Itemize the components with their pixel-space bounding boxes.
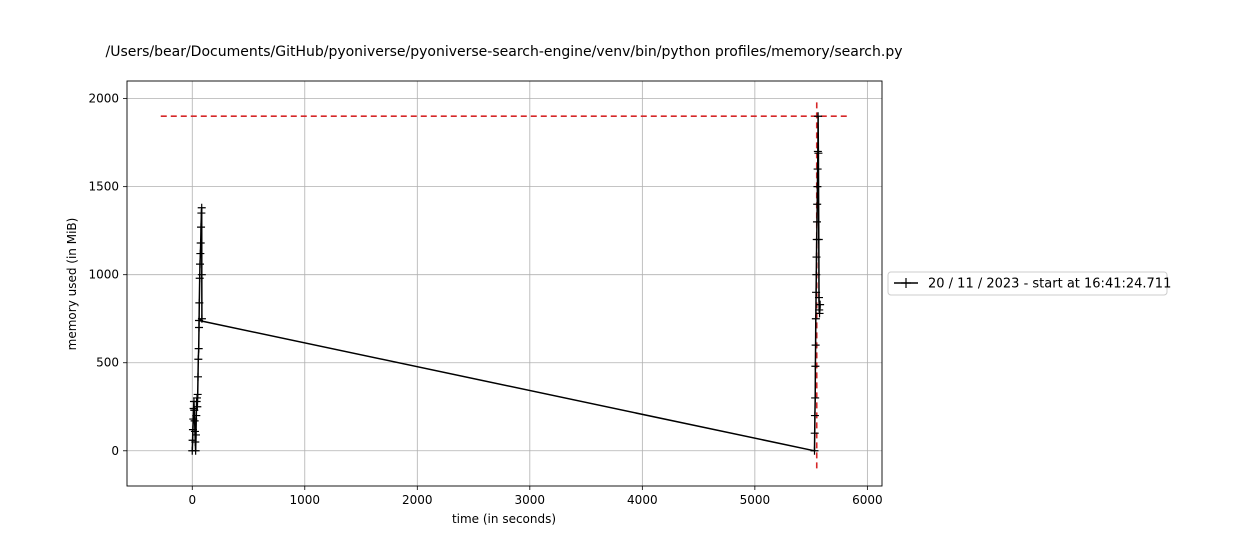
data-point (192, 411, 201, 420)
data-point (193, 372, 202, 381)
data-point (189, 404, 198, 413)
data-point (196, 249, 205, 258)
y-tick-label: 500 (96, 356, 119, 370)
data-point (190, 416, 199, 425)
data-point (813, 182, 822, 191)
grid-lines (127, 81, 882, 486)
data-point (812, 217, 821, 226)
data-point (813, 200, 822, 209)
data-point (191, 430, 200, 439)
data-point (193, 390, 202, 399)
plot-area (127, 81, 882, 486)
data-point (812, 270, 821, 279)
data-point (814, 112, 823, 121)
data-point (811, 341, 820, 350)
data-point (192, 393, 201, 402)
data-point (812, 253, 821, 262)
legend-frame (887, 271, 1168, 296)
y-axis-ticks: 0 500 1000 1500 2000 (88, 92, 127, 458)
y-tick-label: 1500 (88, 180, 119, 194)
data-point (197, 203, 206, 212)
x-tick-label: 1000 (290, 493, 321, 507)
x-tick-label: 6000 (852, 493, 883, 507)
chart-title: /Users/bear/Documents/GitHub/pyoniverse/… (105, 44, 902, 60)
data-point (814, 235, 823, 244)
y-tick-label: 1000 (88, 268, 119, 282)
y-tick-label: 2000 (88, 92, 119, 106)
data-point (197, 223, 206, 232)
series-layer (188, 112, 825, 455)
data-point (193, 402, 202, 411)
data-point (810, 429, 819, 438)
data-point (190, 427, 199, 436)
data-point (814, 293, 823, 302)
data-point (191, 437, 200, 446)
x-tick-label: 2000 (402, 493, 433, 507)
data-point (815, 309, 824, 318)
data-point (811, 314, 820, 323)
data-point (813, 165, 822, 174)
plot-frame (126, 80, 883, 487)
x-axis-ticks: 0 1000 2000 3000 4000 5000 6000 (188, 486, 883, 507)
x-tick-label: 4000 (627, 493, 658, 507)
x-tick-label: 5000 (740, 493, 771, 507)
data-point (196, 239, 205, 247)
data-point (196, 260, 205, 269)
data-point (195, 316, 204, 325)
x-tick-label: 3000 (515, 493, 546, 507)
y-tick-label: 0 (111, 444, 119, 458)
legend: 20 / 11 / 2023 - start at 16:41:24.711 (887, 271, 1171, 296)
data-point (810, 411, 819, 420)
data-point (194, 344, 203, 353)
legend-marker-sample (901, 278, 911, 288)
data-point (812, 288, 821, 297)
data-point (814, 149, 823, 158)
y-axis-label: memory used (in MiB) (65, 218, 79, 351)
data-point (195, 323, 204, 332)
data-point (197, 270, 206, 279)
data-point (811, 393, 820, 402)
data-point (195, 298, 204, 307)
data-point (816, 300, 825, 309)
data-point (191, 446, 200, 455)
x-axis-label: time (in seconds) (452, 512, 556, 526)
data-point (810, 446, 819, 455)
data-point (811, 362, 820, 371)
data-point (194, 355, 203, 364)
legend-label: 20 / 11 / 2023 - start at 16:41:24.711 (928, 277, 1171, 292)
x-tick-label: 0 (188, 493, 196, 507)
data-point (188, 425, 197, 434)
